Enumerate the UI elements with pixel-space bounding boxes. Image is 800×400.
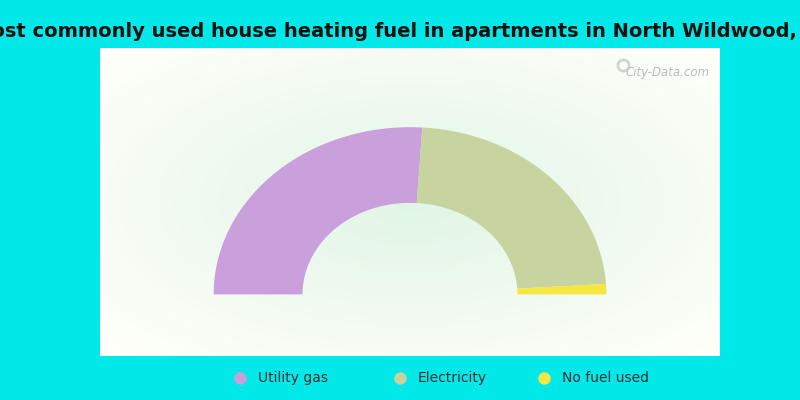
Text: Electricity: Electricity	[418, 371, 486, 385]
Text: No fuel used: No fuel used	[562, 371, 649, 385]
Text: City-Data.com: City-Data.com	[626, 66, 710, 78]
Polygon shape	[518, 284, 606, 294]
Text: Most commonly used house heating fuel in apartments in North Wildwood, NJ: Most commonly used house heating fuel in…	[0, 22, 800, 41]
Text: Utility gas: Utility gas	[258, 371, 328, 385]
Polygon shape	[214, 127, 422, 294]
Polygon shape	[417, 128, 606, 289]
